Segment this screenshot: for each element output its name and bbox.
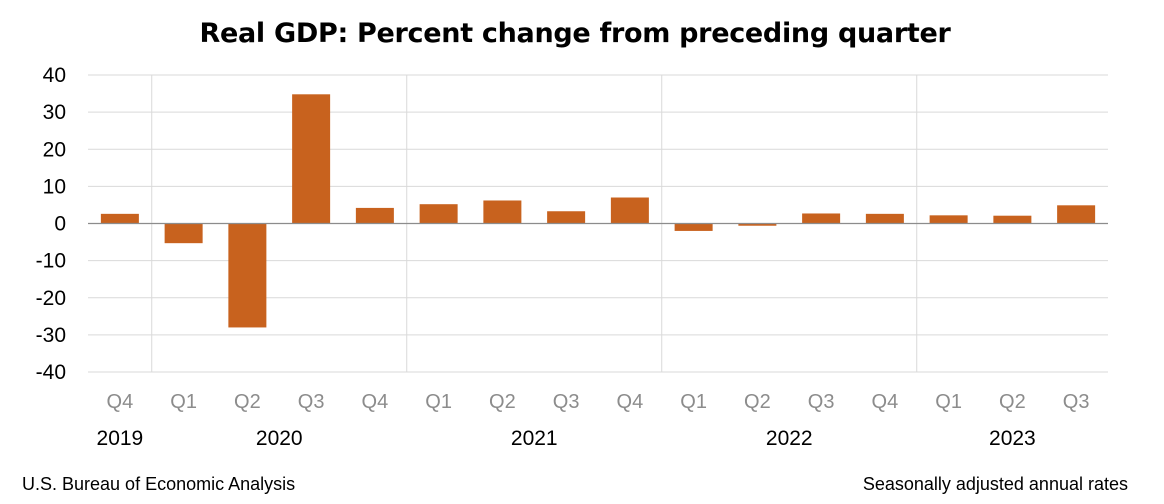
bar <box>610 197 649 224</box>
x-tick-label: Q2 <box>744 391 771 413</box>
year-label: 2021 <box>511 427 558 450</box>
y-tick-label: -40 <box>36 361 66 384</box>
year-label: 2020 <box>256 427 303 450</box>
bar <box>483 200 522 224</box>
bar <box>993 215 1032 224</box>
x-tick-label: Q4 <box>107 391 134 413</box>
x-tick-label: Q3 <box>1063 391 1090 413</box>
x-tick-label: Q2 <box>999 391 1026 413</box>
y-tick-label: 40 <box>43 64 66 87</box>
y-tick-label: 0 <box>54 213 66 236</box>
y-tick-label: -10 <box>36 250 66 273</box>
bar <box>547 211 586 224</box>
bar-chart: 40 30 20 10 0 -10 -20 -30 -40 Q4 Q1 Q2 Q3 Q4 Q1 Q2 Q3 Q4 Q… <box>36 64 1108 450</box>
x-tick-label: Q3 <box>298 391 325 413</box>
bar <box>164 223 203 244</box>
bar <box>228 223 267 328</box>
y-tick-label: 20 <box>43 138 66 161</box>
x-tick-label: Q4 <box>872 391 899 413</box>
bar <box>674 223 713 231</box>
y-tick-label: -20 <box>36 287 66 310</box>
x-tick-label: Q4 <box>362 391 389 413</box>
x-tick-label: Q1 <box>170 391 197 413</box>
x-tick-label: Q2 <box>489 391 516 413</box>
rates-note: Seasonally adjusted annual rates <box>862 474 1128 494</box>
y-tick-label: 10 <box>43 175 66 198</box>
x-tick-label: Q1 <box>425 391 452 413</box>
year-label: 2023 <box>989 427 1036 450</box>
bar-layer <box>100 94 1096 328</box>
x-tick-label: Q4 <box>617 391 644 413</box>
bar <box>738 223 777 226</box>
x-tick-label: Q3 <box>553 391 580 413</box>
bar <box>292 94 331 224</box>
x-tick-label: Q1 <box>935 391 962 413</box>
source-note: U.S. Bureau of Economic Analysis <box>22 474 296 494</box>
bar <box>802 213 841 224</box>
y-tick-label: 30 <box>43 101 66 124</box>
bar <box>419 204 458 224</box>
x-tick-label: Q1 <box>680 391 707 413</box>
bar <box>355 207 394 224</box>
label-layer: 40 30 20 10 0 -10 -20 -30 -40 Q4 Q1 Q2 Q3 Q4 Q1 Q2 Q3 Q4 Q… <box>36 64 1090 450</box>
x-tick-label: Q3 <box>808 391 835 413</box>
year-label: 2019 <box>97 427 144 450</box>
bar <box>100 213 139 224</box>
chart-title: Real GDP: Percent change from preceding … <box>199 18 951 49</box>
y-tick-label: -30 <box>36 324 66 347</box>
year-label: 2022 <box>766 427 813 450</box>
bar <box>929 215 968 224</box>
bar <box>1057 205 1096 224</box>
bar <box>865 213 904 224</box>
x-tick-label: Q2 <box>234 391 261 413</box>
